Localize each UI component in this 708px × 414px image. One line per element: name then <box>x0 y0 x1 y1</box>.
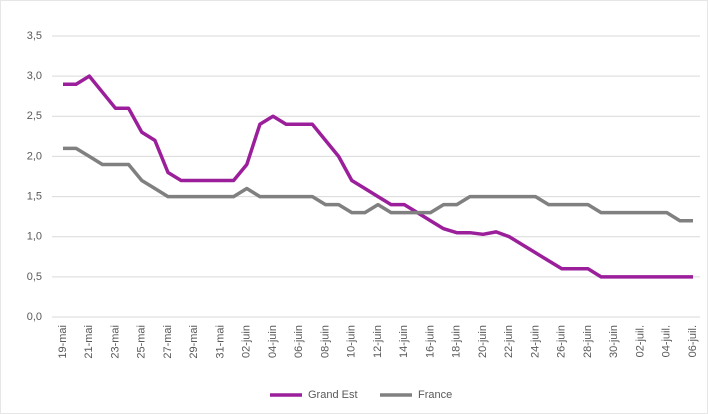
x-tick-label: 27-mai <box>162 325 174 359</box>
series-line <box>63 74 693 279</box>
x-tick-label: 10-juin <box>346 325 358 358</box>
series-line <box>63 146 693 223</box>
y-tick-label: 3,0 <box>27 70 42 82</box>
legend-label: France <box>418 389 452 401</box>
x-tick-label: 21-mai <box>83 325 95 359</box>
x-tick-label: 28-juin <box>582 325 594 358</box>
x-tick-label: 04-juin <box>267 325 279 358</box>
y-tick-label: 0,0 <box>27 311 42 323</box>
x-tick-label: 12-juin <box>372 325 384 358</box>
y-tick-label: 2,5 <box>27 110 42 122</box>
x-tick-label: 14-juin <box>398 325 410 358</box>
x-tick-label: 19-mai <box>57 325 69 359</box>
x-tick-label: 30-juin <box>608 325 620 358</box>
x-tick-label: 23-mai <box>109 325 121 359</box>
x-tick-label: 20-juin <box>477 325 489 358</box>
x-tick-label: 08-juin <box>319 325 331 358</box>
x-tick-label: 02-juin <box>241 325 253 358</box>
y-tick-label: 1,0 <box>27 231 42 243</box>
x-tick-label: 31-mai <box>214 325 226 359</box>
x-tick-label: 06-juil. <box>687 325 699 357</box>
x-tick-label: 06-juin <box>293 325 305 358</box>
x-tick-label: 16-juin <box>424 325 436 358</box>
x-tick-label: 04-juil. <box>661 325 673 357</box>
x-tick-label: 25-mai <box>136 325 148 359</box>
x-tick-label: 29-mai <box>188 325 200 359</box>
legend-label: Grand Est <box>308 389 358 401</box>
x-tick-label: 22-juin <box>503 325 515 358</box>
x-tick-label: 18-juin <box>451 325 463 358</box>
y-tick-label: 1,5 <box>27 190 42 202</box>
y-tick-label: 3,5 <box>27 30 42 42</box>
y-tick-label: 2,0 <box>27 150 42 162</box>
x-tick-label: 02-juil. <box>634 325 646 357</box>
x-tick-label: 26-juin <box>556 325 568 358</box>
y-tick-label: 0,5 <box>27 271 42 283</box>
x-tick-label: 24-juin <box>529 325 541 358</box>
